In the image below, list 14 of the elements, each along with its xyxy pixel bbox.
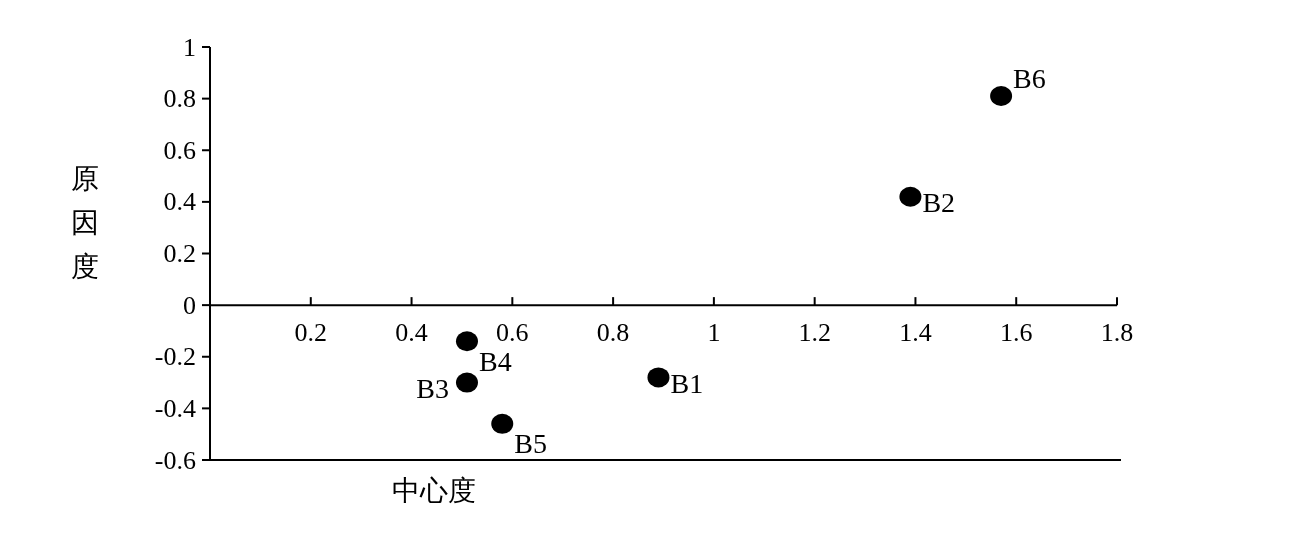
annotation: B6 xyxy=(1013,62,1046,94)
point xyxy=(647,367,670,388)
point xyxy=(455,372,478,393)
annotation: B4 xyxy=(479,345,512,377)
xlabel: 中心度 xyxy=(391,474,476,506)
annotation: B3 xyxy=(416,373,449,405)
point xyxy=(455,331,478,352)
point xyxy=(990,86,1013,107)
point xyxy=(899,186,922,207)
point xyxy=(491,413,514,434)
annotation: B2 xyxy=(922,187,956,219)
ylabel: 原因度 xyxy=(71,162,99,281)
annotation: B5 xyxy=(514,428,547,460)
annotation: B1 xyxy=(670,367,704,399)
